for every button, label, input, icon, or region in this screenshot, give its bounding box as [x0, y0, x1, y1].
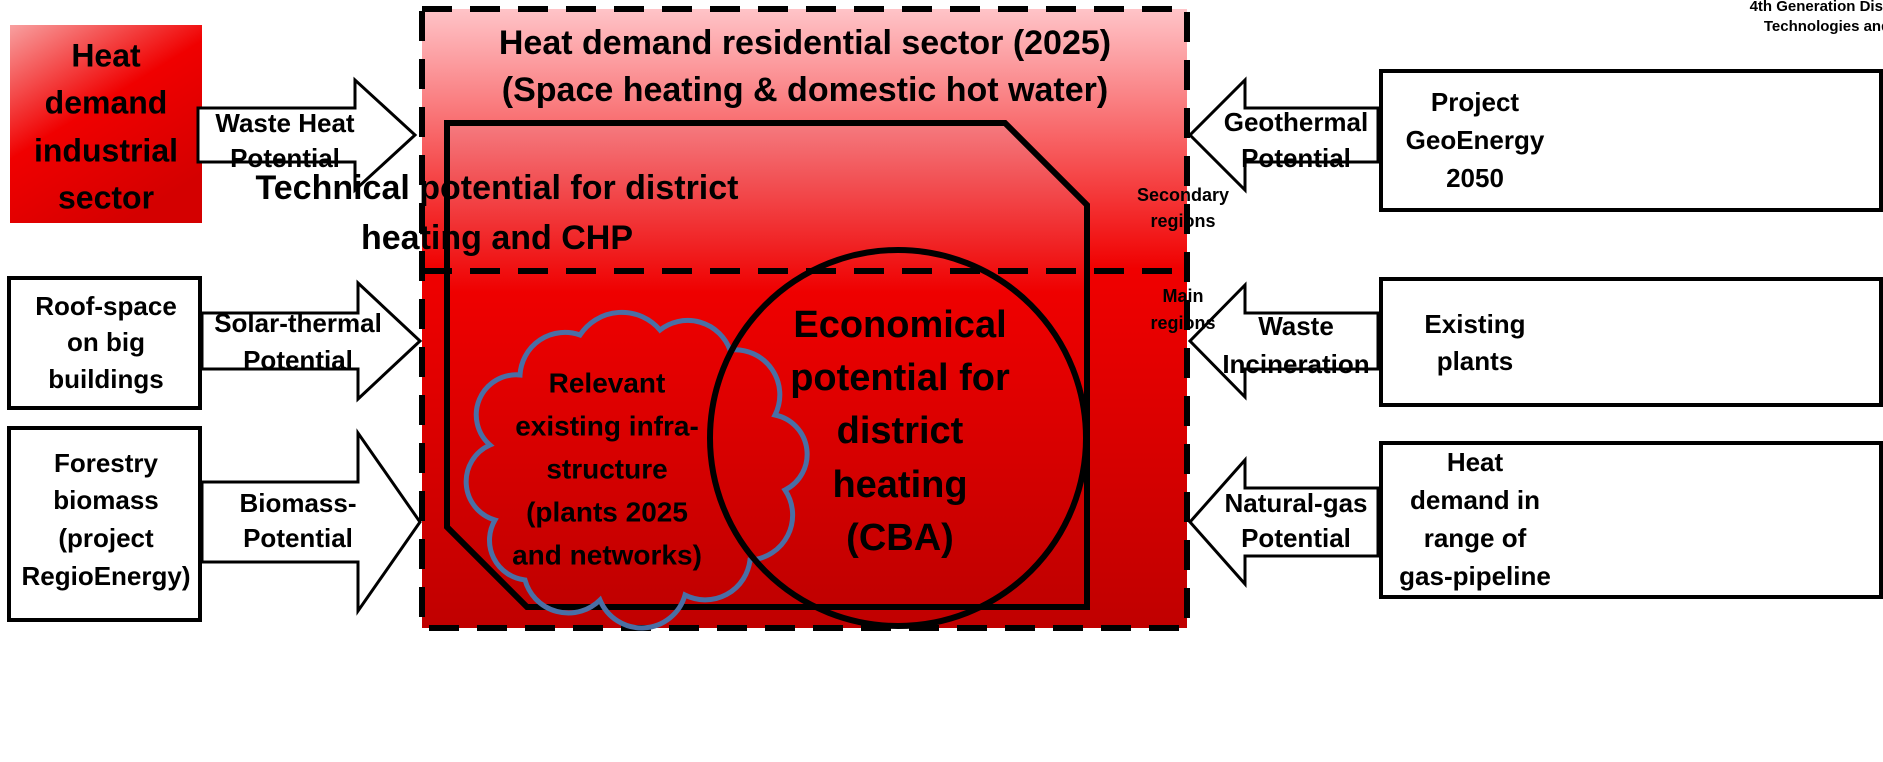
arrow: [200, 428, 422, 616]
arrow-label: Waste Heat: [215, 108, 355, 138]
source-box: [1379, 441, 1883, 599]
source-label: on big: [67, 327, 145, 357]
arrow-label: Potential: [230, 143, 340, 173]
region-label: regions: [1150, 313, 1215, 333]
source-label: plants: [1437, 346, 1514, 376]
arrow-label: Potential: [243, 523, 353, 553]
source-label: GeoEnergy: [1406, 125, 1545, 155]
source-box: [7, 276, 202, 410]
arrow: [1187, 456, 1380, 588]
source-label: RegioEnergy): [21, 561, 190, 591]
source-label: industrial: [34, 132, 178, 168]
source-label: Forestry: [54, 448, 159, 478]
source-label: Roof-space: [35, 291, 177, 321]
source-label: demand: [45, 84, 168, 120]
source-box: [1379, 277, 1883, 407]
source-label: (project: [58, 523, 154, 553]
economical-label: (CBA): [846, 517, 954, 559]
arrow-label: Geothermal: [1224, 107, 1369, 137]
source-box: [7, 426, 202, 622]
header: Technologies and Systems: [1764, 18, 1883, 35]
region-label: regions: [1150, 211, 1215, 231]
source-box: [10, 25, 202, 223]
economical-label: heating: [832, 464, 967, 506]
arrow-label: Solar-thermal: [214, 308, 382, 338]
cloud-label: existing infra-: [515, 410, 699, 441]
arrow: [200, 279, 423, 403]
technical-label: heating and CHP: [361, 219, 633, 257]
main-title: (Space heating & domestic hot water): [502, 71, 1108, 109]
source-label: biomass: [53, 485, 159, 515]
cloud-label: (plants 2025: [526, 496, 688, 527]
arrow-label: Natural-gas: [1224, 488, 1367, 518]
infrastructure-cloud: [463, 309, 810, 631]
cloud-label: and networks): [512, 539, 702, 570]
arrow-label: Potential: [1241, 143, 1351, 173]
source-label: Heat: [71, 37, 141, 73]
main-title: Heat demand residential sector (2025): [499, 24, 1111, 62]
arrow-label: Biomass-: [239, 488, 356, 518]
arrow: [1187, 281, 1380, 401]
source-label: range of: [1424, 523, 1527, 553]
arrow: [1187, 76, 1380, 194]
economical-label: Economical: [793, 304, 1006, 346]
arrow-label: Potential: [243, 345, 353, 375]
region-label: Main: [1162, 286, 1203, 306]
economical-circle: [707, 247, 1089, 629]
cloud-label: Relevant: [549, 367, 666, 398]
source-label: Heat: [1447, 447, 1504, 477]
source-label: Existing: [1424, 309, 1525, 339]
header: 4th Generation District Heating: [1750, 0, 1883, 15]
source-label: demand in: [1410, 485, 1540, 515]
source-label: gas-pipeline: [1399, 561, 1551, 591]
arrows: [196, 76, 1380, 616]
source-label: sector: [58, 179, 154, 215]
source-label: 2050: [1446, 163, 1504, 193]
source-box: [1379, 69, 1883, 212]
cloud-label: structure: [546, 453, 667, 484]
economical-label: district: [837, 410, 964, 452]
arrow-label: Waste: [1258, 311, 1334, 341]
region-label: Secondary: [1137, 185, 1229, 205]
economical-label: potential for: [790, 357, 1010, 399]
source-label: buildings: [48, 364, 164, 394]
arrow-label: Incineration: [1222, 349, 1369, 379]
arrow-label: Potential: [1241, 523, 1351, 553]
source-label: Project: [1431, 87, 1519, 117]
technical-label: Technical potential for district: [256, 169, 739, 207]
arrow: [196, 76, 418, 194]
